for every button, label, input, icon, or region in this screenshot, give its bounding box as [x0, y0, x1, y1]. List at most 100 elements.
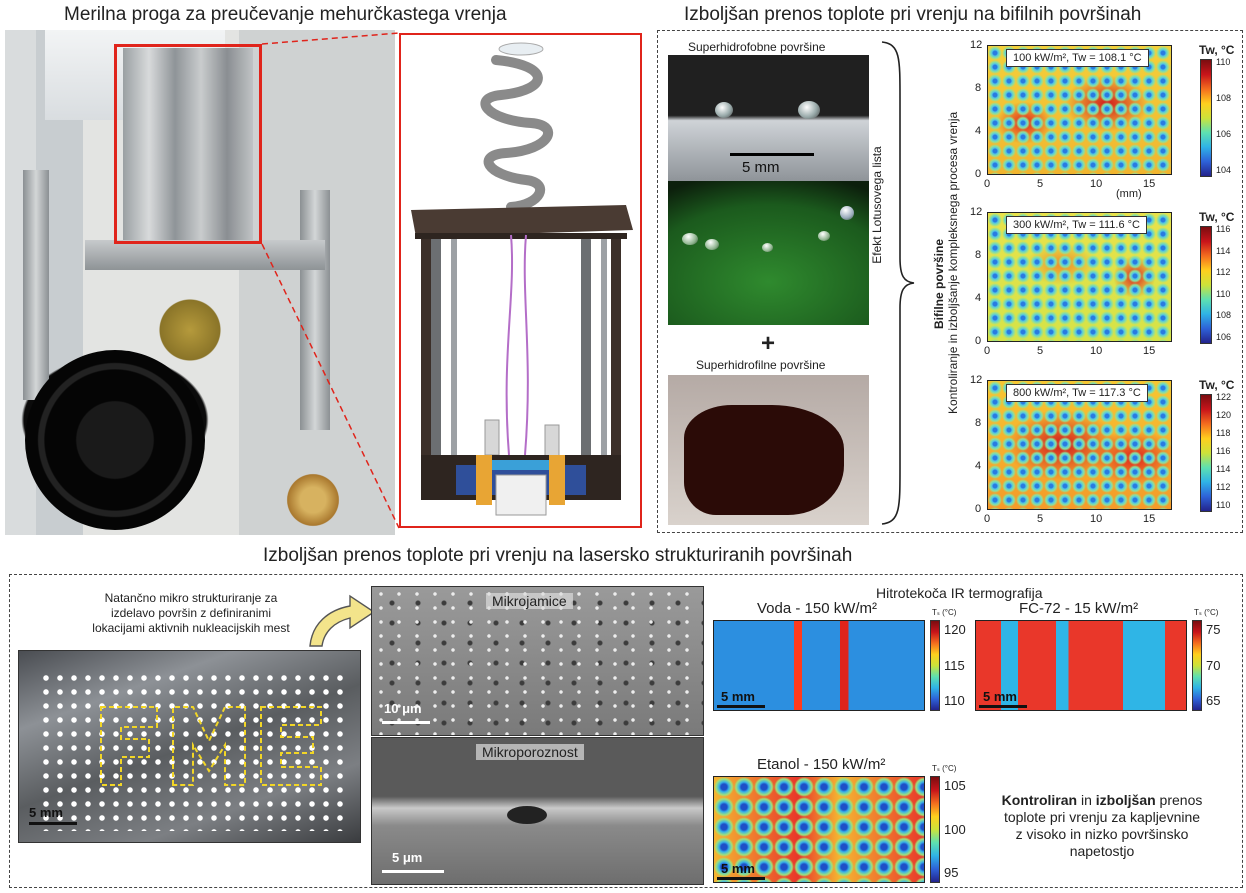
ir-map-title: FC-72 - 15 kW/m² — [1019, 600, 1139, 617]
y-tick-label: 4 — [975, 460, 982, 472]
sample-scale-label: 5 mm — [29, 805, 63, 820]
biphilic-bold-label: Bifilne površine — [932, 238, 946, 330]
copper-fitting — [283, 470, 343, 530]
temperature-colorbar — [1200, 394, 1212, 512]
ir-colorbar — [930, 620, 940, 711]
x-tick-label: 15 — [1143, 513, 1156, 525]
colorbar-title: Tw, °C — [1199, 210, 1235, 224]
y-tick-label: 12 — [970, 374, 983, 386]
temperature-colorbar — [1200, 59, 1212, 177]
conclusion-text: Kontroliran in izboljšan prenos toplote … — [968, 792, 1236, 860]
temperature-map — [987, 380, 1172, 510]
render-drawing — [411, 42, 633, 516]
x-tick-label: 5 — [1037, 513, 1044, 525]
sample-scale-bar — [29, 822, 77, 825]
ir-temperature-map — [713, 776, 925, 883]
superhydrophobic-photo: 5 mm — [668, 55, 869, 181]
ir-thermography-title: Hitrotekoča IR termografija — [876, 585, 1043, 601]
map-title: 800 kW/m², Tw = 117.3 °C — [1006, 384, 1148, 402]
colorbar-title: Tw, °C — [1199, 43, 1235, 57]
water-drop — [818, 231, 830, 241]
precision-line-2: izdelavo površin z definiranimi — [110, 606, 272, 620]
colorbar-tick: 106 — [1216, 129, 1232, 139]
water-drop — [840, 206, 854, 220]
y-tick-label: 0 — [975, 168, 982, 180]
colorbar-tick: 110 — [1216, 57, 1231, 67]
y-tick-label: 4 — [975, 125, 982, 137]
ir-camera-lens — [25, 350, 205, 530]
pore — [507, 806, 547, 824]
colorbar-tick: 112 — [1216, 482, 1231, 492]
aluminum-profile-right — [300, 190, 330, 430]
water-drop — [762, 243, 773, 252]
x-tick-label: 0 — [984, 178, 991, 190]
ir-scale-label: 5 mm — [983, 689, 1017, 704]
ir-scale-bar — [717, 705, 765, 708]
droplet — [715, 102, 733, 118]
conclusion-line-3: z visoko in nizko površinsko — [1015, 826, 1189, 842]
sem-bottom-label: Mikroporoznost — [476, 744, 584, 760]
colorbar-tick: 114 — [1216, 245, 1231, 256]
ir-colorbar-tick: 100 — [944, 821, 966, 837]
ir-colorbar-tick: 95 — [944, 865, 959, 880]
aluminum-profile-left — [23, 170, 49, 400]
colorbar-tick: 108 — [1216, 93, 1232, 103]
colorbar-tick: 108 — [1216, 310, 1232, 321]
y-tick-label: 0 — [975, 335, 982, 347]
sem-top-scale-label: 10 μm — [384, 701, 422, 716]
colorbar-tick: 114 — [1216, 464, 1231, 474]
map-title: 100 kW/m², Tw = 108.1 °C — [1006, 49, 1149, 67]
test-section-render — [399, 33, 642, 528]
colorbar-tick: 110 — [1216, 288, 1231, 299]
table-plate — [85, 240, 325, 270]
lotus-leaf-photo — [668, 181, 869, 325]
biphilic-section-frame — [657, 30, 1243, 533]
ir-colorbar-unit: Tₛ (°C) — [932, 608, 957, 617]
colorbar-tick: 106 — [1216, 332, 1232, 342]
ir-temperature-map — [975, 620, 1187, 711]
colorbar-tick: 118 — [1216, 428, 1231, 438]
highlight-box — [114, 44, 262, 244]
dimple-grid — [39, 671, 349, 831]
sem-bottom-scale-label: 5 μm — [392, 850, 423, 865]
ir-colorbar-tick: 75 — [1206, 622, 1221, 637]
conclusion-line-1: Kontroliran in izboljšan prenos — [1001, 792, 1203, 808]
y-tick-label: 8 — [975, 82, 982, 94]
colorbar-title: Tw, °C — [1199, 378, 1235, 392]
colorbar-tick: 120 — [1216, 410, 1232, 420]
laser-sample-photo: 5 mm — [18, 650, 361, 843]
ir-map-title: Voda - 150 kW/m² — [757, 600, 878, 617]
spread-droplet — [684, 405, 844, 515]
x-tick-label: 15 — [1143, 345, 1156, 357]
x-tick-label: 10 — [1090, 513, 1103, 525]
colorbar-tick: 110 — [1216, 500, 1231, 510]
ir-colorbar-tick: 70 — [1206, 657, 1221, 673]
ir-colorbar — [1192, 620, 1202, 711]
x-tick-label: 15 — [1143, 178, 1156, 190]
ir-colorbar-tick: 115 — [944, 657, 965, 673]
water-drop — [682, 233, 698, 245]
mm-unit-label: (mm) — [1116, 188, 1142, 200]
ir-map-title: Etanol - 150 kW/m² — [757, 756, 886, 773]
colorbar-tick: 104 — [1216, 165, 1232, 175]
ir-colorbar-unit: Tₛ (°C) — [1194, 608, 1219, 617]
test-section-title: Merilna proga za preučevanje mehurčkaste… — [64, 4, 507, 25]
x-tick-label: 5 — [1037, 178, 1044, 190]
ir-colorbar — [930, 776, 940, 883]
conclusion-line-4: napetostjo — [1069, 843, 1135, 859]
ir-colorbar-tick: 65 — [1206, 693, 1221, 708]
sem-bottom-scale-bar — [382, 870, 444, 873]
sem-top-scale-bar — [382, 721, 430, 724]
ir-scale-label: 5 mm — [721, 689, 755, 704]
colorbar-tick: 116 — [1216, 446, 1231, 456]
ir-temperature-map — [713, 620, 925, 711]
y-tick-label: 12 — [970, 39, 983, 51]
temperature-colorbar — [1200, 226, 1212, 344]
arrow-icon — [309, 594, 376, 647]
x-tick-label: 0 — [984, 345, 991, 357]
temperature-map — [987, 212, 1172, 342]
x-tick-label: 0 — [984, 513, 991, 525]
biphilic-desc-label: Kontroliranje in izboljšanje kompleksneg… — [946, 111, 960, 414]
test-rig-frame — [123, 48, 253, 248]
map-title: 300 kW/m², Tw = 111.6 °C — [1006, 216, 1147, 234]
